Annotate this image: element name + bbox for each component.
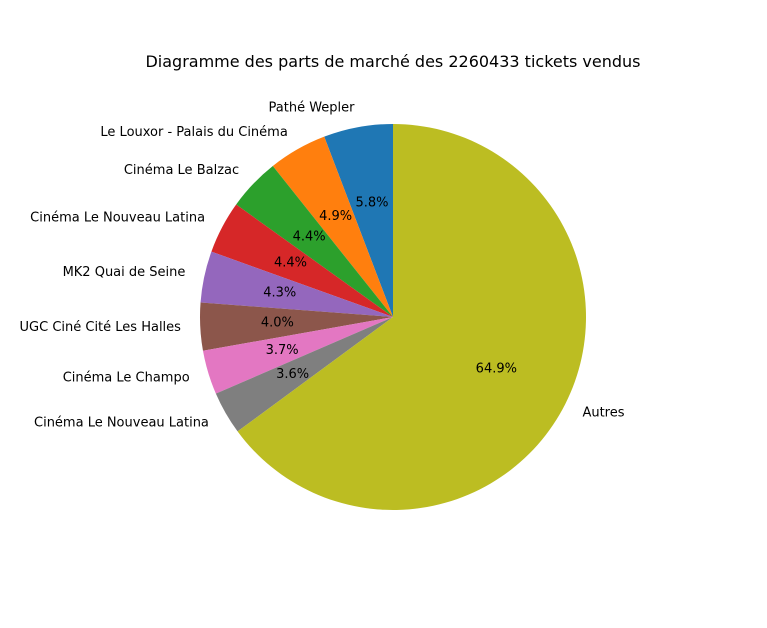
pie-slice-3-cinema-le-balzac (236, 165, 393, 317)
slice-label-6: UGC Ciné Cité Les Halles (20, 320, 182, 335)
pie-slice-5-mk2-quai-de-seine (200, 251, 393, 317)
slice-label-3: Cinéma Le Balzac (124, 163, 239, 178)
pie-slice-9-autres (237, 124, 587, 511)
slice-label-8: Cinéma Le Nouveau Latina (34, 415, 209, 430)
slice-percent-1: 5.8% (356, 196, 389, 211)
pie-labels: Pathé Wepler 5.8% Le Louxor - Palais du Ci… (20, 101, 625, 431)
slice-percent-5: 4.3% (263, 285, 296, 300)
pie-slice-8-cinema-le-nouveau-latina (215, 317, 393, 432)
pie-slice-7-cinema-le-champo (202, 317, 393, 394)
pie-slice-1-pathe-wepler (324, 124, 393, 317)
slice-label-2: Le Louxor - Palais du Cinéma (100, 125, 287, 140)
slice-label-4: Cinéma Le Nouveau Latina (30, 211, 205, 226)
slice-percent-8: 3.6% (276, 367, 309, 382)
slice-label-7: Cinéma Le Champo (63, 371, 190, 386)
slice-percent-6: 4.0% (261, 315, 294, 330)
slice-percent-4: 4.4% (274, 256, 307, 271)
pie-slice-2-le-louxor-palais-du-cinema (272, 136, 393, 317)
pie-slice-4-cinema-le-nouveau-latina (211, 204, 393, 317)
slice-percent-2: 4.9% (319, 209, 352, 224)
pie-slice-6-ugc-cine-cite-les-halles (200, 302, 393, 351)
slice-percent-7: 3.7% (266, 343, 299, 358)
slice-percent-9: 64.9% (476, 362, 517, 377)
slice-label-1: Pathé Wepler (269, 101, 356, 116)
slice-label-9: Autres (582, 405, 624, 420)
slice-percent-3: 4.4% (293, 230, 326, 245)
slice-label-5: MK2 Quai de Seine (63, 265, 186, 280)
pie-slices (200, 124, 587, 511)
chart-title: Diagramme des parts de marché des 226043… (145, 52, 640, 71)
